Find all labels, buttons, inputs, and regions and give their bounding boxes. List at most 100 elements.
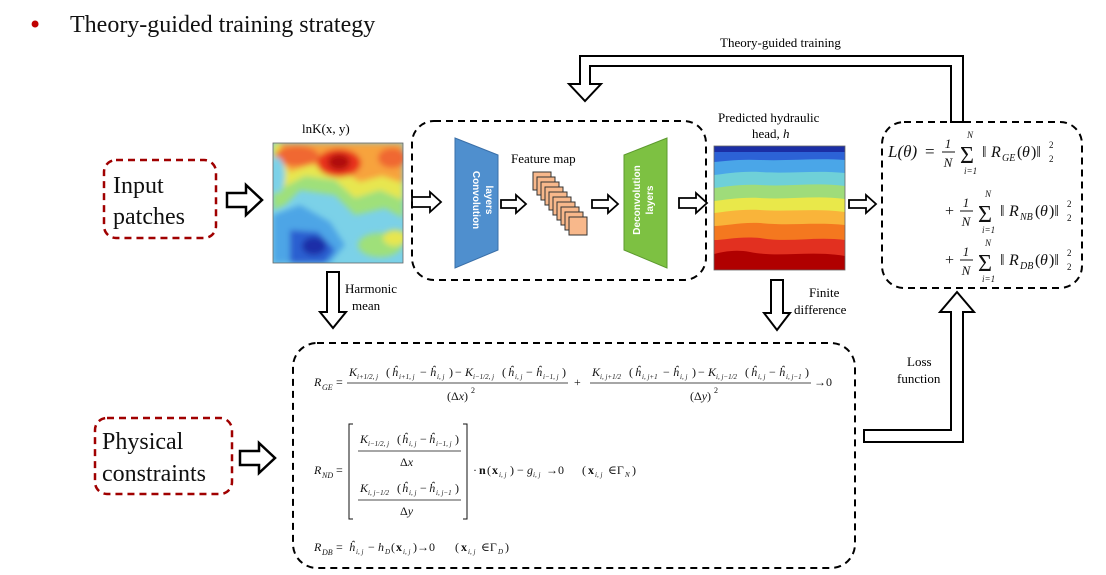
- arrow-input-to-k: [225, 182, 264, 218]
- svg-text:ĥ: ĥ: [430, 365, 437, 379]
- svg-text:DB: DB: [321, 548, 333, 557]
- harmonic-mean-line2: mean: [352, 298, 381, 313]
- harmonic-mean-arrow: [317, 271, 349, 330]
- svg-text:): ): [455, 481, 459, 495]
- svg-text:=: =: [336, 463, 343, 477]
- svg-text:‖: ‖: [1000, 252, 1005, 269]
- conv-label-line2: layers: [483, 186, 494, 215]
- svg-text:Σ: Σ: [978, 202, 992, 228]
- svg-text:(: (: [397, 432, 401, 446]
- physical-constraints-box: [93, 416, 234, 496]
- svg-text:i, j: i, j: [595, 471, 602, 479]
- svg-text:∈Γ: ∈Γ: [481, 540, 497, 554]
- svg-text:K: K: [359, 481, 369, 495]
- svg-text:ĥ: ĥ: [392, 365, 399, 379]
- svg-text:i, j: i, j: [409, 489, 416, 497]
- svg-text:+: +: [945, 252, 954, 269]
- svg-text:i, j: i, j: [680, 373, 687, 381]
- loss-box: [881, 121, 1083, 289]
- theory-guided-training-arrow: [566, 55, 964, 123]
- svg-text:2: 2: [1067, 213, 1072, 223]
- svg-text:N: N: [943, 155, 954, 170]
- svg-text:): ): [692, 365, 696, 379]
- input-patches-line2: patches: [113, 204, 185, 230]
- svg-text:(: (: [386, 365, 390, 379]
- svg-text:+: +: [945, 203, 954, 220]
- svg-text:∈Γ: ∈Γ: [608, 463, 624, 477]
- svg-text:L(θ): L(θ): [887, 142, 917, 161]
- svg-text:2: 2: [1049, 140, 1054, 150]
- svg-text:i, j: i, j: [468, 548, 475, 556]
- svg-text:i, j: i, j: [437, 373, 444, 381]
- svg-text:): ): [562, 365, 566, 379]
- svg-text:GE: GE: [1002, 153, 1015, 164]
- svg-text:N: N: [961, 214, 972, 229]
- svg-text:ĥ: ĥ: [635, 365, 642, 379]
- svg-text:(: (: [629, 365, 633, 379]
- svg-text:1: 1: [963, 244, 970, 259]
- arrow-constraints: [238, 440, 277, 476]
- svg-text:1: 1: [945, 136, 952, 151]
- svg-text:i, j: i, j: [515, 373, 522, 381]
- svg-text:i−1/2, j: i−1/2, j: [473, 373, 494, 381]
- svg-text:i, j−1: i, j−1: [436, 489, 452, 497]
- network-box: [411, 120, 707, 281]
- svg-text:N: N: [984, 238, 992, 248]
- svg-text:2: 2: [714, 386, 718, 395]
- svg-text:x: x: [396, 540, 402, 554]
- svg-text:i−1/2, j: i−1/2, j: [368, 440, 389, 448]
- svg-text:i=1: i=1: [982, 274, 995, 284]
- svg-text:2: 2: [471, 386, 475, 395]
- svg-text:K: K: [464, 365, 474, 379]
- svg-text:N: N: [966, 130, 974, 140]
- svg-text:−: −: [368, 540, 375, 554]
- svg-text:−: −: [420, 481, 427, 495]
- svg-text:i−1, j: i−1, j: [436, 440, 452, 448]
- svg-text:i+1, j: i+1, j: [399, 373, 415, 381]
- svg-text:K: K: [707, 365, 717, 379]
- svg-text:ĥ: ĥ: [429, 481, 436, 495]
- svg-text:i, j−1: i, j−1: [786, 373, 802, 381]
- svg-text:): ): [449, 365, 453, 379]
- physical-constraints-line2: constraints: [102, 461, 206, 487]
- svg-text:ĥ: ĥ: [536, 365, 543, 379]
- loss-function-arrow: [863, 290, 977, 443]
- svg-text:ĥ: ĥ: [779, 365, 786, 379]
- svg-text:R: R: [1008, 203, 1019, 220]
- arrow-head-to-loss: [848, 192, 878, 216]
- svg-text:R: R: [313, 540, 322, 554]
- svg-text:N: N: [984, 189, 992, 199]
- svg-text:2: 2: [1067, 248, 1072, 258]
- svg-text:)→0: )→0: [413, 540, 435, 554]
- input-patches-box: [102, 158, 218, 240]
- svg-text:x: x: [588, 463, 594, 477]
- theory-guided-training-label: Theory-guided training: [720, 35, 841, 50]
- head-field-image: [714, 146, 845, 270]
- svg-text:=: =: [336, 375, 343, 389]
- svg-text:1: 1: [963, 195, 970, 210]
- svg-text:ĥ: ĥ: [429, 432, 436, 446]
- feature-map-stack: [532, 171, 588, 236]
- arrow-network-to-head: [678, 190, 709, 216]
- svg-text:Δx: Δx: [400, 455, 414, 469]
- svg-text:ND: ND: [321, 471, 333, 480]
- loss-equation: L(θ) = 1 N Σ N i=1 ‖ R GE ( θ )‖ 2 2 + 1…: [887, 130, 1072, 284]
- k-field-image: [273, 143, 403, 263]
- svg-text:(: (: [455, 540, 459, 554]
- svg-text:−: −: [420, 432, 427, 446]
- svg-text:i, j: i, j: [356, 548, 363, 556]
- svg-text:Σ: Σ: [960, 143, 974, 169]
- svg-text:i, j: i, j: [533, 471, 540, 479]
- convolution-layers-block: [454, 137, 499, 269]
- svg-text:(: (: [487, 463, 491, 477]
- feature-map-label: Feature map: [511, 151, 576, 166]
- svg-text:R: R: [990, 144, 1001, 161]
- arrow-k-to-network: [411, 189, 443, 215]
- k-field-label: lnK(x, y): [302, 121, 350, 136]
- svg-text:(: (: [1017, 144, 1022, 161]
- svg-text:) −: ) −: [510, 463, 524, 477]
- svg-text:−: −: [663, 365, 670, 379]
- svg-text:R: R: [1008, 252, 1019, 269]
- svg-text:ĥ: ĥ: [508, 365, 515, 379]
- head-field-frame: [713, 145, 846, 271]
